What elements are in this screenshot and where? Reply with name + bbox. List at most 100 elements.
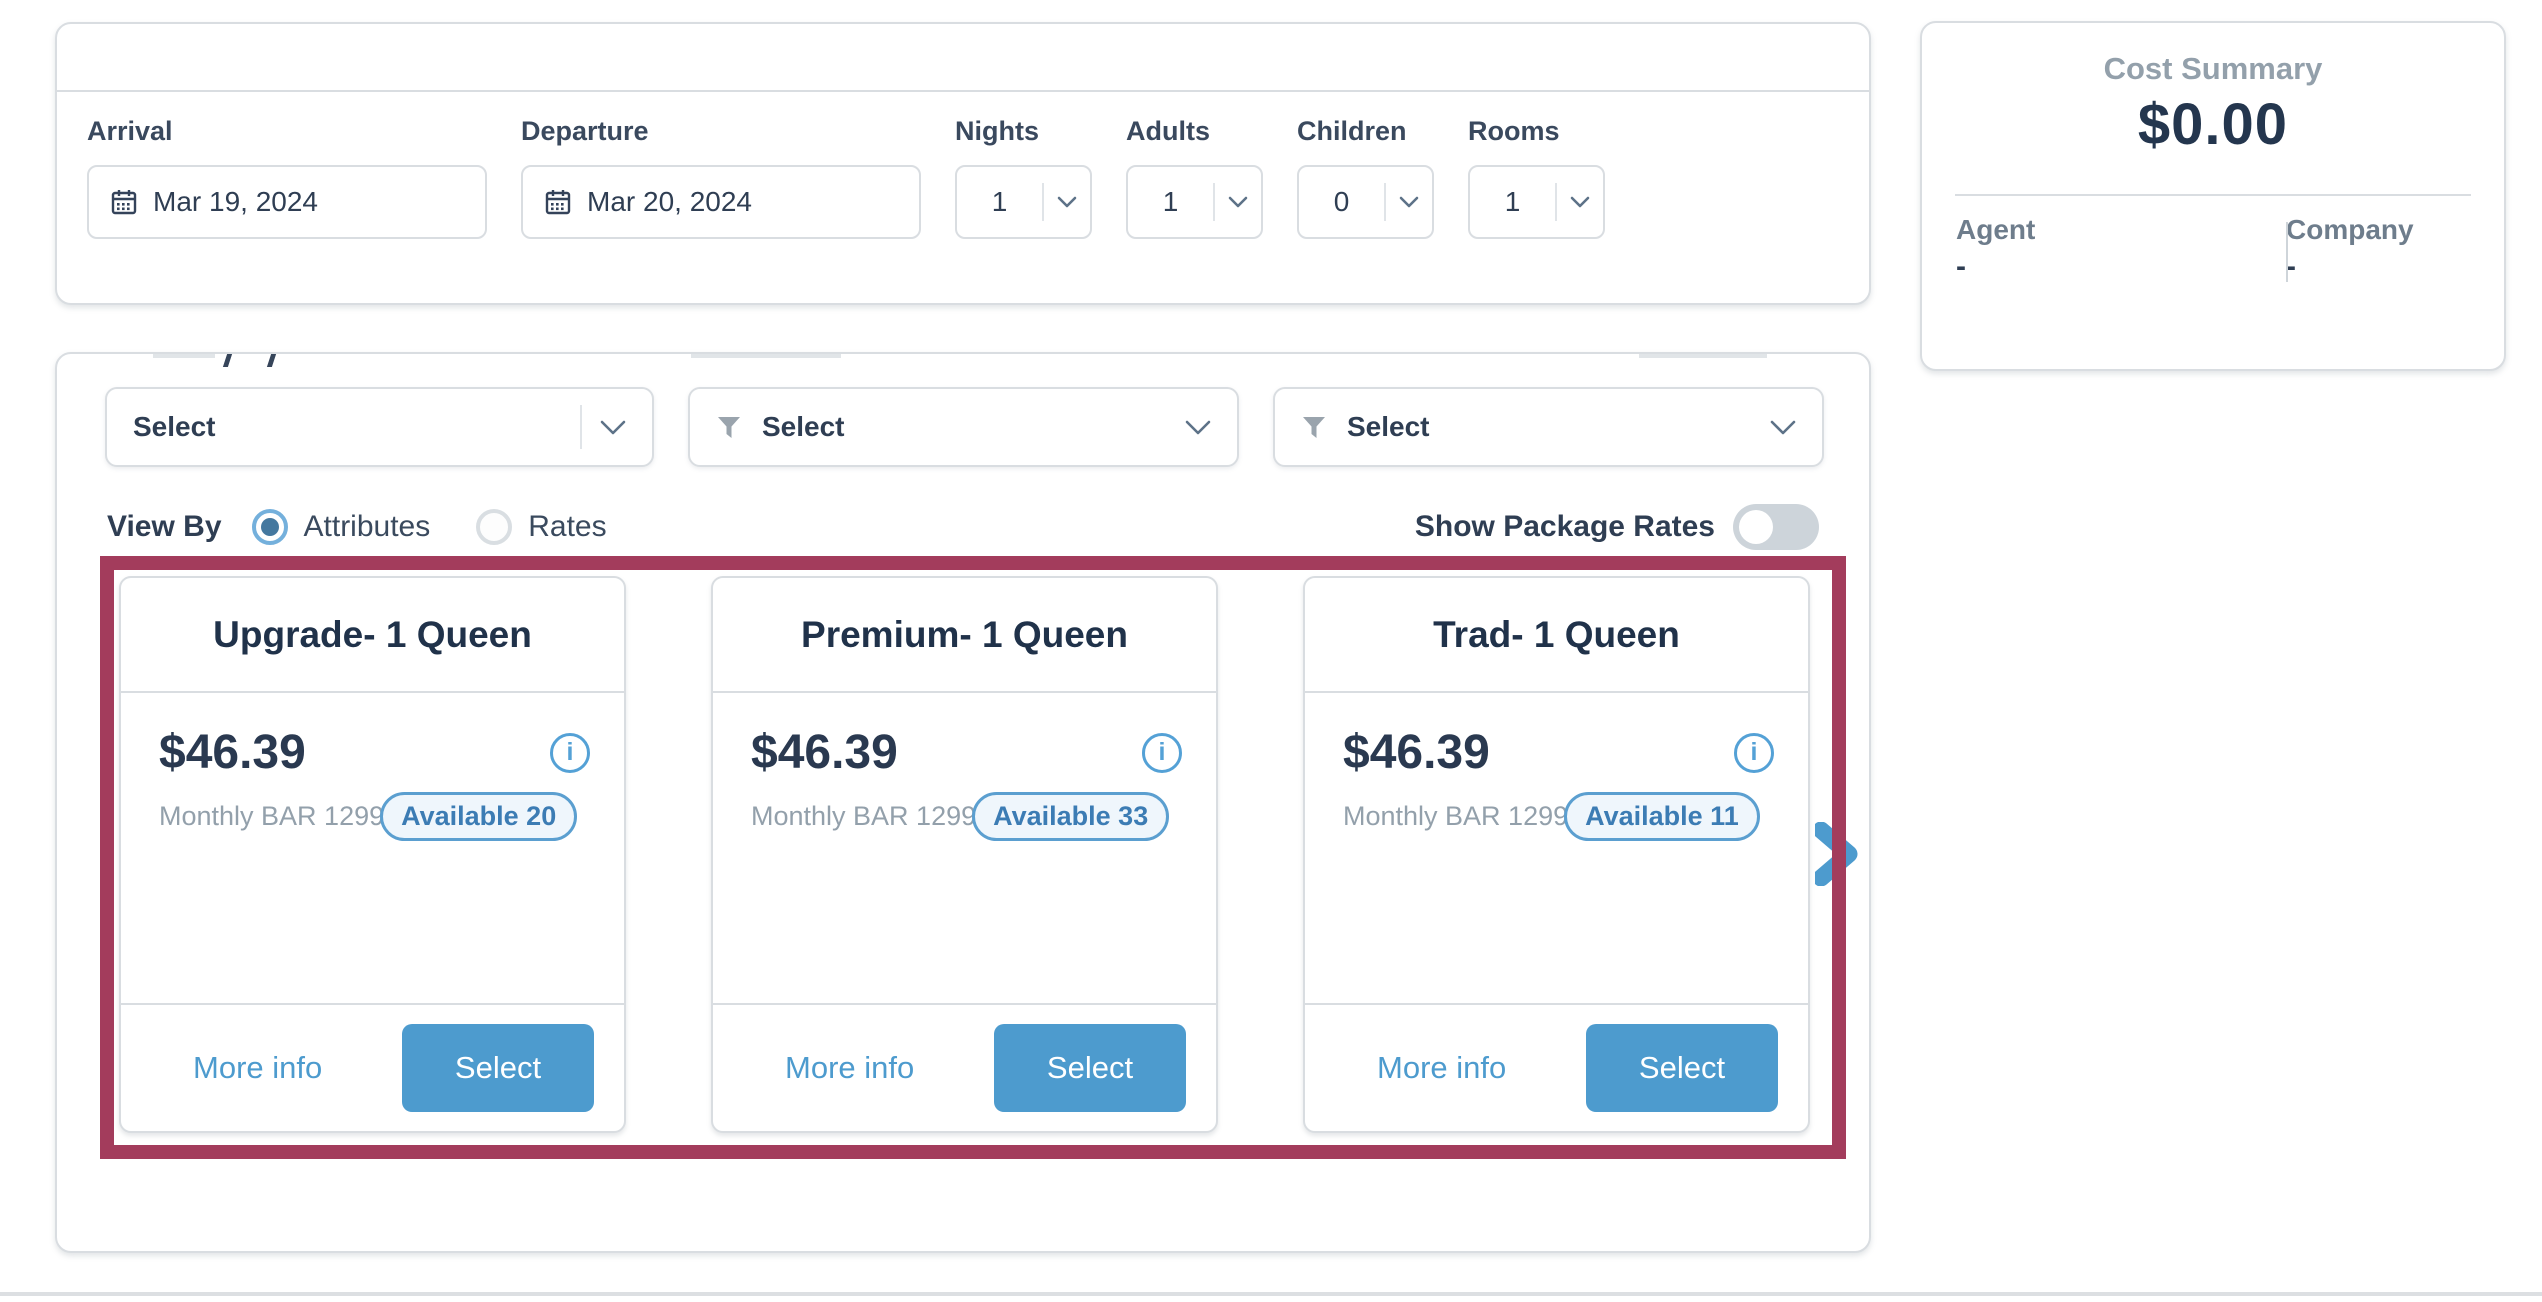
departure-label: Departure <box>521 116 649 146</box>
arrival-date-value[interactable] <box>153 186 514 218</box>
rate-plan-name: Monthly BAR 1299 <box>751 801 977 831</box>
clipped-label-remnant <box>691 354 841 358</box>
chevron-down-icon[interactable] <box>1185 420 1211 435</box>
info-icon[interactable]: i <box>1734 732 1774 773</box>
rooms-select[interactable]: 1 <box>1468 165 1605 239</box>
cost-summary-total: $0.00 <box>2137 92 2289 157</box>
radio-rates[interactable] <box>476 509 513 545</box>
room-card-premium-1-queen: Premium- 1 Queen $46.39 i Monthly BAR 12… <box>711 576 1218 1133</box>
rate-plan-name: Monthly BAR 1299 <box>1343 801 1569 831</box>
chevron-down-icon[interactable] <box>1215 196 1261 208</box>
carousel-next-icon[interactable] <box>1812 821 1867 891</box>
clipped-label-remnant <box>266 354 277 367</box>
chevron-down-icon[interactable] <box>1557 196 1603 208</box>
nights-field-group: Nights 1 <box>955 116 1092 239</box>
divider <box>1555 183 1557 221</box>
room-card-footer: More info Select <box>1305 1003 1808 1131</box>
chevron-down-icon[interactable] <box>1044 196 1090 208</box>
view-by-label: View By <box>107 510 222 543</box>
children-label: Children <box>1297 116 1407 146</box>
show-package-rates-label: Show Package Rates <box>1414 510 1715 543</box>
availability-badge: Available 20 <box>380 792 578 841</box>
company-label: Company <box>2286 214 2414 245</box>
radio-attributes[interactable] <box>251 509 288 545</box>
room-price: $46.39 <box>751 726 898 779</box>
arrival-field-group: Arrival <box>87 116 514 239</box>
filter-dropdown-2[interactable]: Select <box>688 387 1239 467</box>
room-card-upgrade-1-queen: Upgrade- 1 Queen $46.39 i Monthly BAR 12… <box>119 576 626 1133</box>
agent-value: - <box>1956 250 1966 283</box>
room-card-footer: More info Select <box>713 1003 1216 1131</box>
toggle-knob <box>1739 510 1773 544</box>
adults-label: Adults <box>1126 116 1210 146</box>
clipped-label-remnant <box>222 354 233 367</box>
highlight-annotation-box: Upgrade- 1 Queen $46.39 i Monthly BAR 12… <box>100 556 1846 1159</box>
arrival-label: Arrival <box>87 116 173 146</box>
children-select[interactable]: 0 <box>1297 165 1434 239</box>
info-icon[interactable]: i <box>1142 732 1182 773</box>
room-price: $46.39 <box>1343 726 1490 779</box>
divider <box>1042 183 1044 221</box>
divider <box>580 405 582 449</box>
more-info-link[interactable]: More info <box>785 1050 915 1085</box>
more-info-link[interactable]: More info <box>1377 1050 1507 1085</box>
departure-field-group: Departure <box>521 116 948 239</box>
search-panel-header <box>57 24 1869 92</box>
more-info-link[interactable]: More info <box>193 1050 323 1085</box>
select-room-button[interactable]: Select <box>1586 1024 1778 1112</box>
divider <box>1213 183 1215 221</box>
departure-date-value[interactable] <box>587 186 948 218</box>
children-value: 0 <box>1333 186 1350 217</box>
cost-summary-meta: Agent - Company - <box>1922 196 2504 284</box>
chevron-down-icon[interactable] <box>600 420 626 435</box>
radio-attributes-label[interactable]: Attributes <box>303 510 431 543</box>
radio-rates-label[interactable]: Rates <box>528 510 607 543</box>
agent-block: Agent - <box>1956 214 2286 284</box>
availability-badge: Available 33 <box>972 792 1170 841</box>
room-card-body: $46.39 i Monthly BAR 1299 Available 11 <box>1305 693 1808 1003</box>
divider <box>1955 194 2471 196</box>
filter-icon <box>1301 414 1327 440</box>
departure-date-input[interactable] <box>521 165 948 239</box>
rooms-value: 1 <box>1504 186 1521 217</box>
room-card-list: Upgrade- 1 Queen $46.39 i Monthly BAR 12… <box>114 570 1832 1133</box>
select-room-button[interactable]: Select <box>402 1024 594 1112</box>
select-room-button[interactable]: Select <box>994 1024 1186 1112</box>
room-title: Upgrade- 1 Queen <box>121 578 624 693</box>
nights-value: 1 <box>991 186 1008 217</box>
filter-icon <box>716 414 742 440</box>
room-card-trad-1-queen: Trad- 1 Queen $46.39 i Monthly BAR 1299 … <box>1303 576 1810 1133</box>
adults-select[interactable]: 1 <box>1126 165 1263 239</box>
filter-dropdown-2-value: Select <box>762 411 845 442</box>
filter-row: Select Select Select <box>105 387 1824 467</box>
room-price: $46.39 <box>159 726 306 779</box>
rate-plan-name: Monthly BAR 1299 <box>159 801 385 831</box>
chevron-down-icon[interactable] <box>1770 420 1796 435</box>
room-card-body: $46.39 i Monthly BAR 1299 Available 20 <box>121 693 624 1003</box>
view-options-row: View By Attributes Rates Show Package Ra… <box>107 500 1819 554</box>
filter-dropdown-1[interactable]: Select <box>105 387 654 467</box>
filter-dropdown-1-value: Select <box>133 411 216 442</box>
clipped-label-remnant <box>1639 354 1767 358</box>
chevron-down-icon[interactable] <box>1386 196 1432 208</box>
clipped-label-remnant <box>153 354 215 358</box>
calendar-icon <box>109 187 139 217</box>
page-bottom-divider <box>0 1292 2542 1296</box>
nights-label: Nights <box>955 116 1039 146</box>
cost-summary-panel: Cost Summary $0.00 Agent - Company - <box>1920 21 2506 371</box>
show-package-rates-toggle[interactable] <box>1733 504 1819 550</box>
cost-summary-title: Cost Summary <box>2103 51 2323 86</box>
filter-dropdown-3-value: Select <box>1347 411 1430 442</box>
room-results-panel: Select Select Select View By Attributes … <box>55 352 1871 1253</box>
nights-select[interactable]: 1 <box>955 165 1092 239</box>
search-fields-row: Arrival Departure Nights <box>57 92 1869 239</box>
agent-label: Agent <box>1956 214 2036 245</box>
arrival-date-input[interactable] <box>87 165 514 239</box>
stay-search-panel: Arrival Departure Nights <box>55 22 1871 305</box>
divider <box>2286 222 2288 282</box>
filter-dropdown-3[interactable]: Select <box>1273 387 1824 467</box>
calendar-icon <box>543 187 573 217</box>
info-icon[interactable]: i <box>550 732 590 773</box>
adults-field-group: Adults 1 <box>1126 116 1263 239</box>
